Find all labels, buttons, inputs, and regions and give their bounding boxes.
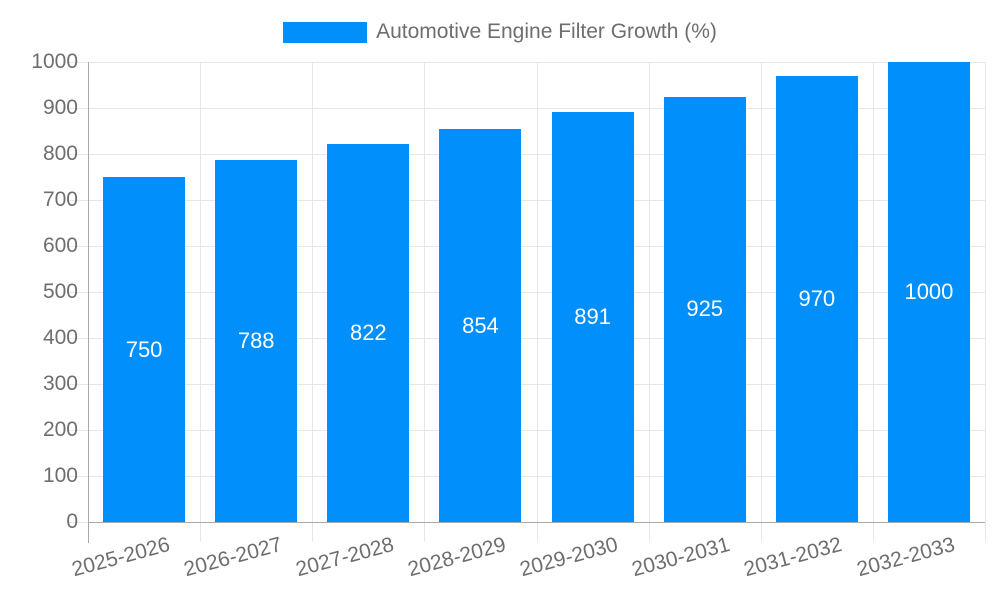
bar-value-label: 1000 [904,279,954,304]
x-tick [985,522,986,542]
y-axis-label: 500 [42,280,78,303]
y-tick [68,108,88,109]
bar [775,75,858,522]
bar [663,96,746,522]
x-axis-label: 2031-2032 [741,533,845,582]
y-axis-label: 800 [42,142,78,165]
y-tick [68,292,88,293]
bar [327,143,410,522]
x-tick [424,522,426,542]
y-tick [68,430,88,431]
bar [887,62,970,522]
bar-value-label: 750 [125,336,163,362]
y-tick [68,246,88,247]
y-axis-line [88,62,89,543]
x-gridline [872,62,874,522]
bar-value-label: 854 [462,312,499,338]
bar [103,177,186,522]
x-gridline [648,62,650,522]
x-tick [312,522,314,542]
x-gridline [424,62,426,522]
y-axis-label: 300 [42,372,78,395]
bar [439,129,522,522]
x-tick [200,522,202,542]
y-axis-label: 0 [66,510,78,533]
legend-item[interactable]: Automotive Engine Filter Growth (%) [0,20,1000,44]
x-gridline [200,62,202,522]
y-tick [68,522,88,523]
x-tick [536,522,538,542]
x-gridline [312,62,314,522]
x-axis-label: 2027-2028 [293,533,397,582]
x-gridline [985,62,986,522]
y-tick [68,200,88,201]
bar [215,159,298,522]
y-axis-label: 700 [42,188,78,211]
x-tick [872,522,874,542]
y-axis-label: 200 [42,418,78,441]
y-axis-label: 1000 [31,50,78,73]
y-tick [68,338,88,339]
bar-value-label: 891 [574,304,611,330]
x-axis-label: 2026-2027 [181,533,285,582]
y-axis-label: 400 [42,326,78,349]
x-gridline [536,62,538,522]
bar-value-label: 788 [237,327,275,353]
y-axis-label: 900 [42,96,78,119]
x-axis-line [88,522,985,523]
legend-label: Automotive Engine Filter Growth (%) [376,20,717,43]
x-tick [648,522,650,542]
x-axis-label: 2032-2033 [853,533,957,582]
y-tick [68,384,88,385]
x-axis-label: 2025-2026 [69,533,173,582]
y-tick [68,62,88,63]
y-axis-label: 600 [42,234,78,257]
bar-value-label: 970 [798,285,836,311]
x-axis-label: 2029-2030 [517,533,621,582]
x-gridline [760,62,762,522]
bar-value-label: 822 [349,319,387,345]
x-axis-label: 2030-2031 [629,533,733,582]
bar-value-label: 925 [686,296,724,322]
y-axis-label: 100 [42,464,78,487]
legend-swatch [283,21,368,43]
bar [551,112,634,522]
y-tick [68,154,88,155]
y-tick [68,476,88,477]
x-axis-label: 2028-2029 [405,533,509,582]
x-tick [760,522,762,542]
